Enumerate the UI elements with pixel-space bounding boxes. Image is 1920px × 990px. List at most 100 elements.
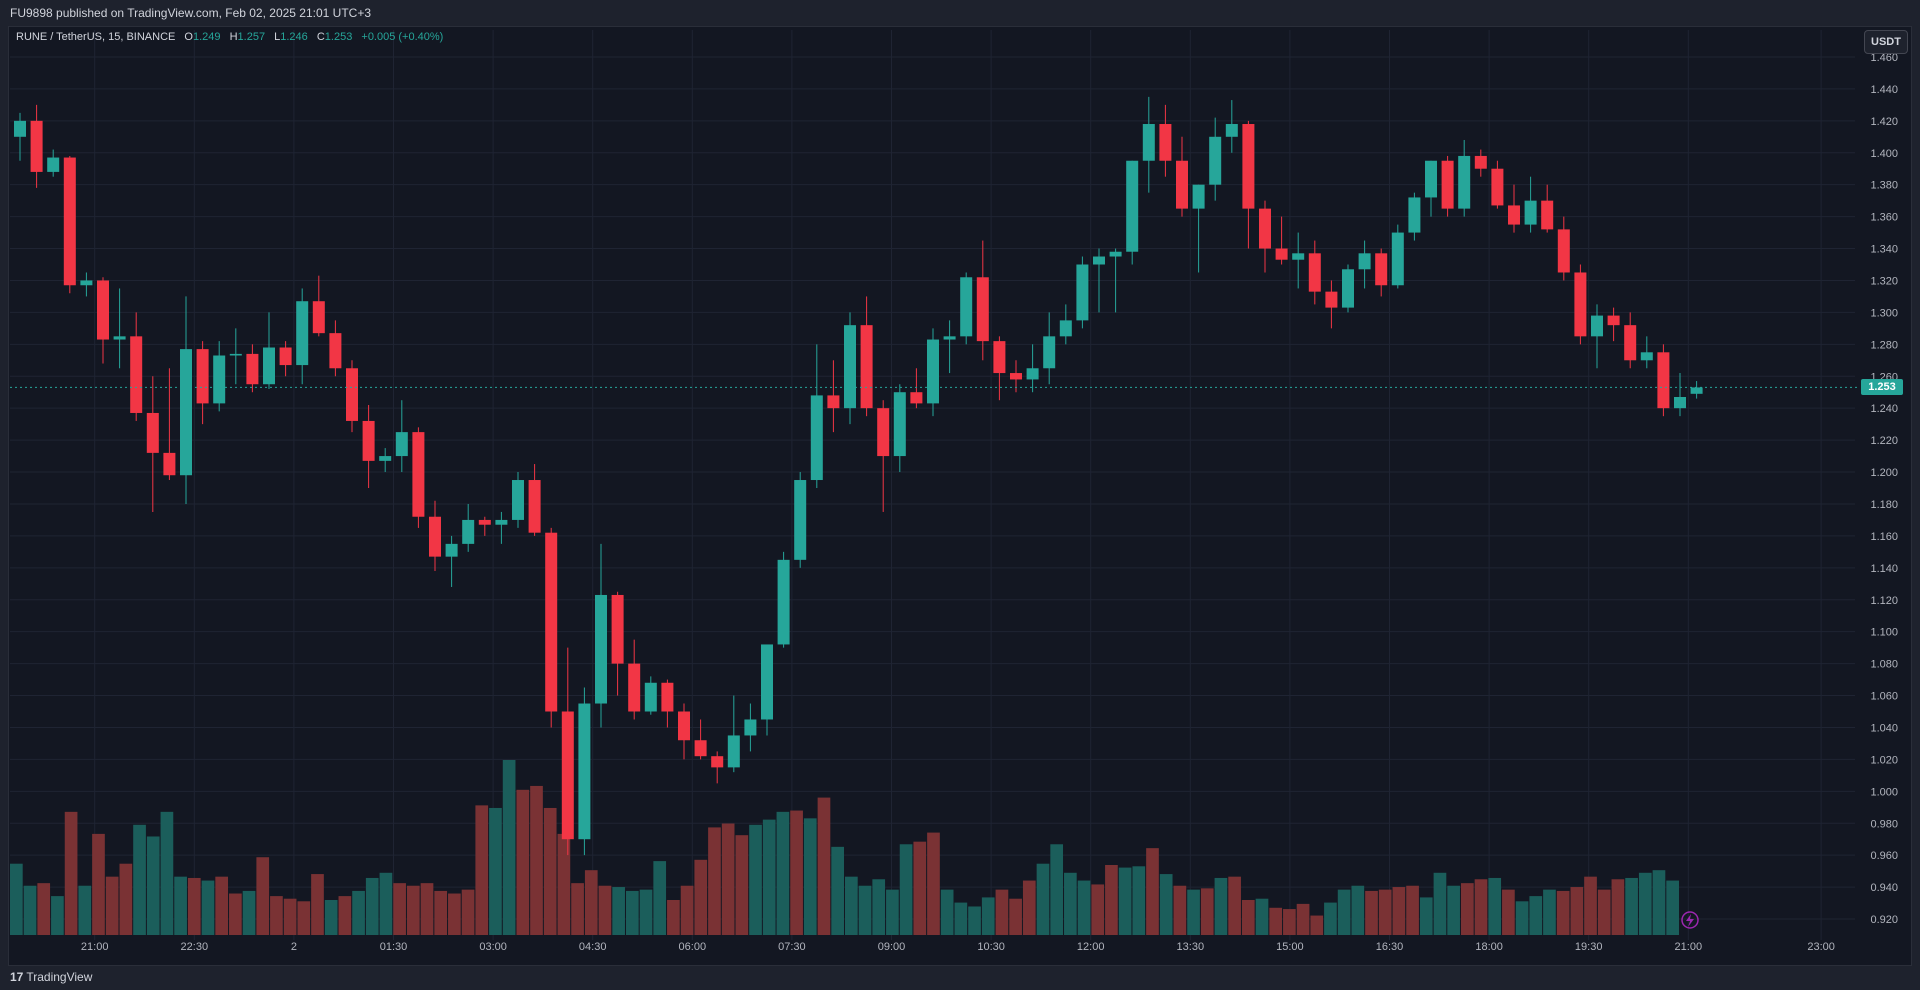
candle[interactable]	[561, 647, 574, 856]
candle[interactable]	[1557, 216, 1570, 281]
candle[interactable]	[478, 516, 491, 536]
chart-frame[interactable]	[8, 26, 1912, 966]
candle[interactable]	[14, 112, 26, 161]
candle[interactable]	[445, 535, 458, 587]
candle[interactable]	[312, 275, 325, 337]
candle[interactable]	[1176, 136, 1188, 217]
candle[interactable]	[1624, 312, 1637, 369]
candle[interactable]	[246, 344, 259, 393]
candle[interactable]	[993, 336, 1006, 401]
candle[interactable]	[512, 472, 524, 528]
candle[interactable]	[279, 341, 292, 377]
candle[interactable]	[976, 240, 989, 361]
candle[interactable]	[578, 687, 591, 856]
candle[interactable]	[1192, 184, 1205, 273]
candle[interactable]	[63, 155, 76, 294]
candle[interactable]	[495, 511, 508, 544]
currency-button[interactable]: USDT	[1864, 30, 1908, 54]
candle[interactable]	[644, 676, 657, 715]
candle[interactable]	[1059, 304, 1072, 345]
candle[interactable]	[362, 404, 375, 488]
candle[interactable]	[1126, 160, 1139, 265]
candle[interactable]	[1043, 312, 1056, 385]
candle[interactable]	[80, 272, 93, 297]
candle[interactable]	[196, 341, 209, 425]
candle[interactable]	[412, 427, 425, 528]
candle[interactable]	[1026, 344, 1039, 393]
candle[interactable]	[1142, 96, 1155, 193]
candle[interactable]	[877, 400, 890, 512]
candle[interactable]	[163, 368, 176, 481]
candle[interactable]	[794, 472, 807, 568]
candle[interactable]	[1657, 344, 1670, 417]
candle[interactable]	[1325, 280, 1338, 329]
candle[interactable]	[1292, 232, 1305, 289]
candle[interactable]	[943, 320, 956, 374]
candle[interactable]	[1093, 248, 1105, 313]
candle[interactable]	[329, 320, 342, 377]
candle[interactable]	[910, 368, 923, 409]
candle[interactable]	[130, 312, 143, 421]
candle[interactable]	[744, 703, 757, 752]
candle[interactable]	[678, 703, 690, 760]
candle[interactable]	[1524, 176, 1537, 233]
candle[interactable]	[30, 104, 43, 188]
candle[interactable]	[1358, 240, 1371, 289]
candle[interactable]	[661, 679, 674, 728]
candle[interactable]	[628, 639, 641, 720]
candle[interactable]	[844, 312, 856, 425]
candle[interactable]	[97, 277, 109, 364]
symbol-label[interactable]: RUNE / TetherUS, 15, BINANCE	[16, 31, 176, 43]
candle[interactable]	[1375, 248, 1388, 297]
candle[interactable]	[1159, 104, 1172, 177]
candle[interactable]	[727, 695, 740, 773]
candle[interactable]	[1225, 100, 1238, 153]
candle[interactable]	[1342, 264, 1354, 313]
candle[interactable]	[1308, 240, 1321, 305]
candle[interactable]	[711, 751, 724, 784]
candle[interactable]	[47, 149, 60, 177]
candle[interactable]	[1076, 256, 1089, 329]
candle[interactable]	[462, 503, 475, 552]
candle[interactable]	[1441, 155, 1454, 217]
candle[interactable]	[860, 296, 873, 417]
candle[interactable]	[1408, 192, 1421, 241]
candle[interactable]	[263, 312, 275, 390]
candle[interactable]	[113, 288, 126, 369]
candle[interactable]	[1010, 360, 1022, 393]
candle[interactable]	[893, 384, 906, 473]
candle[interactable]	[1259, 200, 1271, 273]
candle[interactable]	[1474, 149, 1487, 177]
candle[interactable]	[1640, 336, 1653, 369]
candle[interactable]	[827, 360, 840, 433]
candle[interactable]	[694, 719, 707, 760]
candle[interactable]	[429, 500, 441, 572]
candle[interactable]	[229, 328, 242, 385]
candle[interactable]	[545, 527, 558, 728]
candle[interactable]	[927, 328, 939, 417]
candle[interactable]	[611, 591, 624, 696]
candle[interactable]	[960, 272, 973, 345]
candle[interactable]	[1109, 248, 1122, 313]
candle[interactable]	[810, 344, 823, 488]
candle[interactable]	[1508, 184, 1520, 233]
candle[interactable]	[395, 400, 408, 473]
candle[interactable]	[528, 464, 541, 536]
candle[interactable]	[1491, 160, 1504, 209]
candle[interactable]	[180, 296, 192, 504]
candle[interactable]	[1674, 373, 1686, 417]
candle[interactable]	[1591, 304, 1603, 369]
candle[interactable]	[1541, 184, 1554, 233]
candle[interactable]	[346, 360, 358, 433]
candle[interactable]	[1391, 224, 1404, 289]
candle[interactable]	[1275, 216, 1288, 265]
candle[interactable]	[1690, 381, 1703, 399]
candle[interactable]	[1425, 160, 1437, 217]
candle[interactable]	[213, 341, 226, 412]
candle[interactable]	[146, 376, 159, 512]
candle[interactable]	[1574, 264, 1587, 345]
candle[interactable]	[777, 551, 790, 648]
tradingview-logo[interactable]: 17 TradingView	[10, 970, 92, 984]
candle[interactable]	[379, 448, 392, 473]
